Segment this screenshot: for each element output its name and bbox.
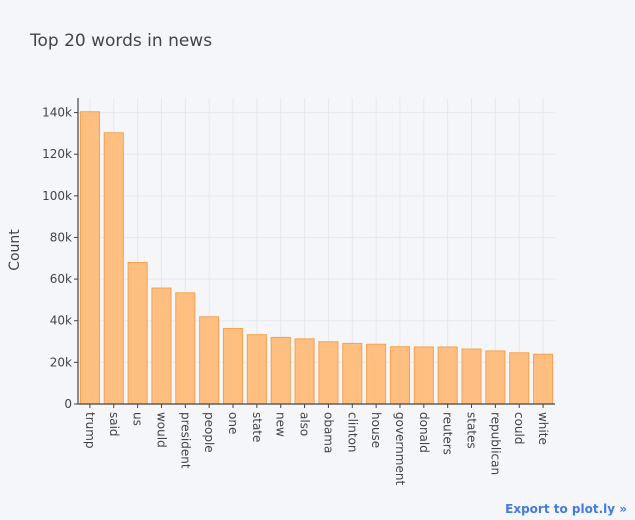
bar-people[interactable] (199, 316, 220, 405)
y-tick-label: 80k (50, 230, 72, 244)
x-tick-label: government (393, 412, 407, 485)
y-tick-label: 60k (50, 272, 72, 286)
x-tick-labels: trump said us would president people one state n… (83, 412, 550, 485)
grid-lines (78, 98, 555, 404)
x-tick-label: trump (83, 412, 97, 449)
x-tick-label: could (512, 412, 526, 445)
bar-clinton[interactable] (342, 342, 363, 405)
x-tick-label: republican (488, 412, 502, 475)
export-to-plotly-link[interactable]: Export to plot.ly » (505, 502, 627, 516)
x-tick-label: us (131, 412, 145, 426)
y-tick-label: 140k (42, 106, 72, 120)
y-tick-label: 120k (42, 147, 72, 161)
x-tick-label: president (178, 412, 192, 469)
bar-states[interactable] (461, 348, 482, 405)
bar-could[interactable] (509, 352, 530, 405)
bar-state[interactable] (246, 334, 267, 405)
y-tick-label: 100k (42, 189, 72, 203)
bar-reuters[interactable] (437, 346, 458, 405)
bar-white[interactable] (533, 353, 554, 405)
x-tick-label: reuters (441, 412, 455, 455)
axes (74, 98, 555, 408)
x-tick-label: one (226, 412, 240, 434)
x-tick-label: said (107, 412, 121, 437)
bar-obama[interactable] (318, 341, 339, 405)
x-tick-label: state (250, 412, 264, 442)
x-tick-label: states (465, 412, 479, 449)
bar-us[interactable] (127, 261, 148, 405)
y-tick-label: 0 (64, 397, 72, 411)
x-tick-label: would (154, 412, 168, 448)
x-tick-label: white (536, 412, 550, 445)
x-tick-label: people (202, 412, 216, 453)
x-tick-label: clinton (345, 412, 359, 453)
bar-would[interactable] (151, 287, 172, 405)
bar-trump[interactable] (79, 111, 100, 405)
x-tick-label: obama (321, 412, 335, 453)
x-tick-label: donald (417, 412, 431, 453)
x-tick-label: house (369, 412, 383, 448)
y-tick-label: 20k (50, 355, 72, 369)
bar-republican[interactable] (485, 350, 506, 405)
x-tick-label: new (274, 412, 288, 437)
bar-one[interactable] (222, 327, 244, 405)
chart-title: Top 20 words in news (30, 31, 213, 51)
bar-government[interactable] (389, 346, 411, 405)
x-tick-label: also (298, 412, 312, 436)
bar-new[interactable] (270, 336, 291, 405)
bar-also[interactable] (294, 338, 315, 405)
y-tick-label: 40k (50, 314, 72, 328)
bar-said[interactable] (103, 132, 124, 405)
bar-house[interactable] (366, 343, 387, 405)
bar-president[interactable] (175, 292, 196, 405)
y-tick-labels: 0 20k 40k 60k 80k 100k 120k 140k (42, 106, 72, 411)
bars (79, 111, 554, 405)
bar-donald[interactable] (413, 346, 434, 405)
